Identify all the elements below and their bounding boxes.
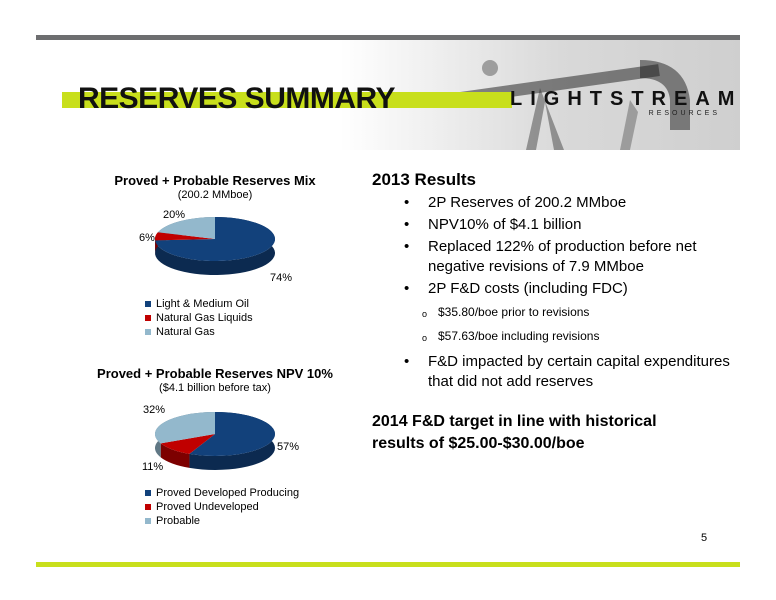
pie-slice [155,412,215,444]
legend-label: Natural Gas Liquids [156,312,253,324]
bullet-item: • NPV10% of $4.1 billion [372,215,742,235]
bullet-text: Replaced 122% of production before net n… [428,238,697,275]
logo-subtext: RESOURCES [648,110,720,117]
legend-label: Probable [156,515,201,527]
chart2-title: Proved + Probable Reserves NPV 10% [97,366,333,381]
chart1-title: Proved + Probable Reserves Mix [114,173,316,188]
bottom-accent-bar [36,562,740,567]
legend-swatch [145,329,151,335]
legend-swatch [145,490,151,496]
legend-label: Proved Undeveloped [156,501,259,513]
bullet-item: • Replaced 122% of production before net … [372,237,742,277]
chart2-legend: Proved Developed Producing Proved Undeve… [145,486,299,528]
legend-item: Light & Medium Oil [145,297,253,311]
sub-bullet-marker: o [422,309,428,319]
bullet-marker: • [404,353,410,370]
chart1-subtitle: (200.2 MMboe) [177,189,253,201]
sub-bullet-item: o $35.80/boe prior to revisions [372,304,742,320]
chart1-label-ngl: 6% [139,232,155,244]
legend-swatch [145,518,151,524]
bullet-text: F&D impacted by certain capital expendit… [428,353,730,390]
pie-slice [155,232,215,241]
page-title: RESERVES SUMMARY [78,82,396,115]
bullet-text: 2P F&D costs (including FDC) [428,280,628,297]
chart2-pie [155,412,275,470]
sub-bullet-marker: o [422,333,428,343]
pie-slice-side [160,443,190,468]
company-logo: LIGHTSTREAM RESOURCES [510,88,734,128]
bullet-item: • 2P F&D costs (including FDC) [372,279,742,299]
legend-label: Natural Gas [156,326,215,338]
bullet-marker: • [404,216,410,233]
legend-item: Natural Gas [145,325,253,339]
legend-label: Proved Developed Producing [156,487,300,499]
sub-bullet-item: o $57.63/boe including revisions [372,328,742,344]
chart1-label-natural-gas: 20% [163,209,186,221]
pie-slice [157,217,215,239]
legend-item: Proved Undeveloped [145,500,299,514]
chart2-label-pdp: 57% [277,441,300,453]
pie-slice [155,217,275,261]
bullet-item: • F&D impacted by certain capital expendi… [372,352,742,392]
chart1-legend: Light & Medium Oil Natural Gas Liquids N… [145,297,253,339]
bullet-item: • 2P Reserves of 200.2 MMboe [372,193,742,213]
bullet-marker: • [404,280,410,297]
sub-bullet-text: $57.63/boe including revisions [438,329,600,343]
top-divider-bar [36,35,740,40]
legend-swatch [145,315,151,321]
fd-target-statement: 2014 F&D target in line with historical … [372,413,657,452]
chart1-label-oil: 74% [270,272,293,284]
chart2-label-pud: 11% [142,461,164,473]
chart2-label-probable: 32% [143,404,166,416]
bullet-marker: • [404,238,410,255]
bullet-marker: • [404,194,410,211]
legend-swatch [145,301,151,307]
legend-swatch [145,504,151,510]
page-number: 5 [701,532,708,544]
logo-wordmark: LIGHTSTREAM [510,88,743,110]
legend-item: Proved Developed Producing [145,486,299,500]
results-heading: 2013 Results [372,170,476,189]
chart2-subtitle: ($4.1 billion before tax) [159,382,271,394]
title-accent-stripe [62,92,512,108]
bullet-text: NPV10% of $4.1 billion [428,216,582,233]
sub-bullet-text: $35.80/boe prior to revisions [438,305,590,319]
bullet-text: 2P Reserves of 200.2 MMboe [428,194,627,211]
pie-slice [189,412,275,456]
legend-label: Light & Medium Oil [156,298,249,310]
results-bullet-list: • 2P Reserves of 200.2 MMboe • NPV10% of $… [372,193,742,394]
pie-slice [160,434,215,454]
legend-item: Natural Gas Liquids [145,311,253,325]
chart1-pie [155,217,275,275]
legend-item: Probable [145,514,299,528]
